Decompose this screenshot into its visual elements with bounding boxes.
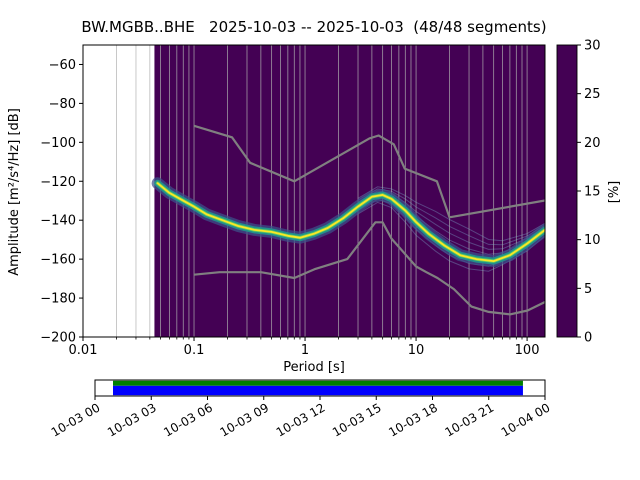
timeline-tick-label: 10-03 12: [274, 400, 328, 439]
plot-background: [83, 45, 545, 337]
x-tick-label: 100: [515, 343, 540, 358]
colorbar-tick-label: 30: [584, 39, 601, 54]
colorbar-tick-label: 15: [584, 185, 601, 200]
timeline-tick-label: 10-03 09: [218, 400, 272, 439]
colorbar-tick-label: 25: [584, 87, 601, 102]
noise-model-lines: [193, 124, 545, 316]
x-axis-label: Period [s]: [283, 360, 345, 375]
psd-spread-line: [357, 186, 545, 242]
y-tick-label: −80: [49, 97, 76, 112]
coverage-bar-blue: [113, 385, 523, 396]
timeline-tick-label: 10-04 00: [499, 400, 553, 439]
y-tick-label: −140: [40, 214, 76, 229]
colorbar-tick-label: 10: [584, 233, 601, 248]
colorbar: 0 5 10 15 20 25 30: [556, 39, 601, 346]
y-axis-label: Amplitude [m²/s⁴/Hz] [dB]: [7, 108, 22, 276]
noise-model-line-high: [193, 124, 545, 219]
y-tick-label: −200: [40, 331, 76, 346]
colorbar-tick-label: 0: [584, 331, 592, 346]
noise-model-line-low: [193, 221, 545, 316]
timeline-tick-label: 10-03 18: [386, 400, 440, 439]
colorbar-label: [%]: [607, 181, 622, 204]
x-tick-label: 10: [408, 343, 425, 358]
y-tick-label: −120: [40, 175, 76, 190]
timeline-tick-label: 10-03 06: [161, 400, 215, 439]
chart-title: BW.MGBB..BHE 2025-10-03 -- 2025-10-03 (4…: [81, 18, 546, 36]
x-tick-label: 0.1: [184, 343, 205, 358]
timeline-tick-label: 10-03 21: [443, 400, 497, 439]
timeline-coverage-axis: 10-03 00 10-03 03 10-03 06 10-03 09 10-03 12…: [49, 379, 553, 440]
timeline-tick-label: 10-03 00: [49, 400, 103, 439]
coverage-bar-green: [113, 380, 523, 386]
colorbar-gradient-bar: [556, 44, 578, 338]
plot-frame: [82, 44, 546, 338]
timeline-tick-label: 10-03 15: [330, 400, 384, 439]
colorbar-tick-label: 5: [584, 282, 592, 297]
timeline-tick-label: 10-03 03: [105, 400, 159, 439]
psd-probability-band: [151, 177, 545, 272]
x-tick-label: 0.01: [69, 343, 98, 358]
y-tick-label: −160: [40, 253, 76, 268]
psd-mode-line: [156, 182, 545, 262]
y-tick-label: −60: [49, 58, 76, 73]
axes-frame-and-ticks: 0.01 0.1 1 10 100 −200 −180 −160 −140 −120 −100 −80…: [40, 44, 546, 358]
colorbar-tick-label: 20: [584, 136, 601, 151]
y-tick-label: −180: [40, 292, 76, 307]
heatmap-background: [154, 45, 545, 337]
psd-spread-line: [357, 188, 545, 246]
y-tick-label: −100: [40, 136, 76, 151]
x-tick-label: 1: [301, 343, 309, 358]
